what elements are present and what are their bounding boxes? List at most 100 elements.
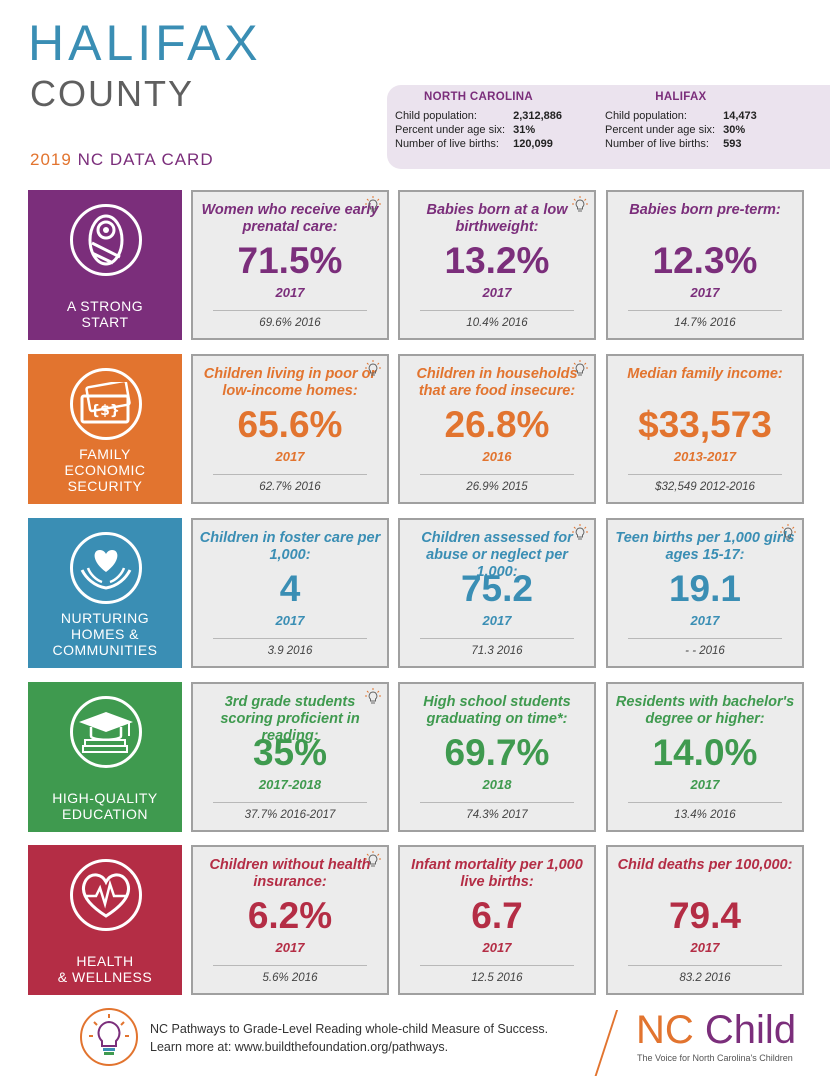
indicator-year: 2013-2017 [673,449,737,464]
indicator-divider [213,310,367,311]
indicator-value: 35% [252,732,328,773]
indicator-question: Residents with bachelor's degree or high… [615,694,795,727]
indicator-divider [628,638,782,639]
indicator-card: Residents with bachelor's degree or high… [606,682,804,832]
stat-label: Child population: [605,110,687,122]
indicator-question: Child deaths per 100,000: [617,857,793,873]
indicator-value: 13.2% [444,240,550,281]
indicator-year: 2017 [275,613,305,628]
footer-link-text[interactable]: Learn more at: www.buildthefoundation.or… [150,1040,449,1054]
indicator-question: Women who receive early prenatal care: [201,202,379,235]
stat-value: 593 [723,138,742,150]
stat-value: 31% [513,124,536,136]
logo-slash [593,1010,619,1076]
indicator-value: 6.2% [247,895,333,936]
halifax-stats-heading: HALIFAX [655,91,707,103]
section-title-line: COMMUNITIES [52,642,158,658]
indicator-year: 2017 [690,613,720,628]
lightbulb-icon [365,196,381,214]
swaddled-baby-icon [70,204,142,276]
section-title-line: NURTURING [60,610,150,626]
lightbulb-icon [80,1008,138,1066]
indicator-card: Child deaths per 100,000: 79.4 2017 83.2 20… [606,845,804,995]
indicator-value: 19.1 [668,568,741,609]
data-card-text: NC DATA CARD [77,150,214,169]
indicator-question: Infant mortality per 1,000 live births: [411,857,583,890]
nc-child-logo: NC Child [636,1010,796,1050]
indicator-divider [213,474,367,475]
indicator-year: 2017 [482,285,512,300]
indicator-value: 65.6% [237,404,343,445]
indicator-previous: 13.4% 2016 [674,809,736,821]
indicator-previous: 83.2 2016 [679,972,731,984]
section-title-line: FAMILY [79,446,131,462]
indicator-value: 6.7 [471,895,523,936]
section-label-family-economic-security: {$} FAMILY ECONOMIC SECURITY [28,354,182,504]
indicator-question: High school students graduating on time*… [423,694,571,727]
indicator-year: 2017 [482,940,512,955]
indicator-card: Babies born at a low birthweight: 13.2% 20… [398,190,596,340]
indicator-previous: 62.7% 2016 [259,481,321,493]
indicator-value: 4 [279,568,301,609]
indicator-card: Children without health insurance: 6.2% 20… [191,845,389,995]
indicator-question: Teen births per 1,000 girls ages 15-17: [615,530,795,563]
indicator-year: 2018 [482,777,512,792]
lightbulb-icon [780,524,796,542]
section-label-health-wellness: HEALTH & WELLNESS [28,845,182,995]
indicator-value: 26.8% [444,404,550,445]
lightbulb-icon [572,196,588,214]
indicator-value: 79.4 [668,895,741,936]
stat-label: Percent under age six: [605,124,716,136]
logo-child: Child [704,1008,797,1052]
section-title-line: START [81,314,129,330]
section-title-line: & WELLNESS [57,969,153,985]
indicator-divider [213,638,367,639]
indicator-year: 2017 [482,613,512,628]
county-title-line1: HALIFAX [28,15,262,71]
money-bills-icon: {$} [70,368,142,440]
indicator-card: Women who receive early prenatal care: 71… [191,190,389,340]
stat-value: 120,099 [513,138,553,150]
heart-in-hands-icon [70,532,142,604]
lightbulb-icon [572,524,588,542]
stat-label: Number of live births: [605,138,709,150]
section-title-line: ECONOMIC [64,462,146,478]
indicator-question: Children in households that are food ins… [416,366,578,399]
indicator-previous: 37.7% 2016-2017 [244,809,336,821]
indicator-previous: - - 2016 [685,645,725,657]
nc-stats: NORTH CAROLINA Child population: 2,312,88… [395,91,562,151]
indicator-card: Children living in poor or low-income ho… [191,354,389,504]
indicator-previous: 12.5 2016 [471,972,523,984]
indicator-previous: 74.3% 2017 [466,809,528,821]
logo-tagline: The Voice for North Carolina's Children [637,1053,793,1063]
indicator-year: 2017-2018 [258,777,322,792]
indicator-divider [628,965,782,966]
logo-nc: NC [636,1008,694,1052]
indicator-divider [628,310,782,311]
nc-stats-heading: NORTH CAROLINA [424,91,533,103]
indicator-question: 3rd grade students scoring proficient in… [220,694,360,744]
section-label-a-strong-start: A STRONG START [28,190,182,340]
county-title-line2: COUNTY [30,73,194,114]
indicator-year: 2016 [482,449,512,464]
section-title: HEALTH & WELLNESS [28,953,182,985]
indicator-question: Children without health insurance: [209,857,371,890]
indicator-divider [420,474,574,475]
stat-value: 2,312,886 [513,110,563,122]
indicator-question: Children living in poor or low-income ho… [203,366,377,399]
lightbulb-icon [365,360,381,378]
section-title: FAMILY ECONOMIC SECURITY [28,446,182,494]
indicator-question: Children in foster care per 1,000: [199,530,381,563]
footer-line1: NC Pathways to Grade-Level Reading whole… [150,1022,549,1036]
indicator-card: 3rd grade students scoring proficient in… [191,682,389,832]
section-label-high-quality-education: HIGH-QUALITY EDUCATION [28,682,182,832]
stat-value: 30% [723,124,746,136]
section-label-nurturing-homes-communities: NURTURING HOMES & COMMUNITIES [28,518,182,668]
section-title-line: SECURITY [67,478,143,494]
indicator-year: 2017 [690,940,720,955]
indicator-year: 2017 [690,777,720,792]
lightbulb-icon [365,688,381,706]
indicator-previous: 26.9% 2015 [466,481,528,493]
indicator-year: 2017 [275,449,305,464]
indicator-value: 69.7% [444,732,550,773]
